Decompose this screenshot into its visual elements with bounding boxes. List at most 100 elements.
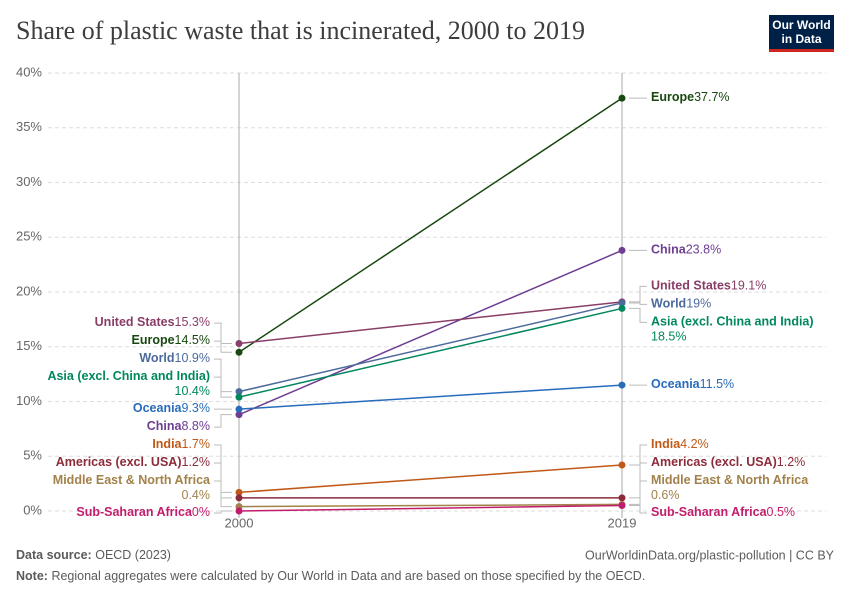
series-name: Asia (excl. China and India) [47, 369, 210, 383]
series-name: United States [651, 279, 731, 293]
series-label: World19% [651, 297, 711, 311]
series-line [238, 301, 623, 345]
label-connector [629, 302, 647, 305]
source-text: OECD (2023) [95, 548, 171, 562]
y-tick-label: 5% [23, 448, 42, 463]
value-label: 0.6% [651, 488, 680, 502]
series-label: India1.7% [152, 437, 210, 451]
label-connector [214, 414, 232, 428]
value-label: 8.8% [182, 419, 211, 433]
label-connector [214, 340, 232, 353]
series-label: Sub-Saharan Africa0% [76, 505, 210, 519]
series-label: Middle East & North Africa [651, 473, 809, 487]
series-label: United States19.1% [651, 279, 766, 293]
label-connector [629, 444, 647, 466]
value-label: 23.8% [686, 243, 721, 257]
y-tick-label: 40% [16, 64, 42, 79]
point [235, 494, 243, 502]
source-label: Data source: [16, 548, 92, 562]
source: Data source: OECD (2023) [16, 548, 171, 562]
series-label: China8.8% [147, 419, 210, 433]
series-name: India [152, 437, 182, 451]
series-name: Americas (excl. USA) [651, 455, 777, 469]
y-tick-label: 25% [16, 229, 42, 244]
label-connector [214, 358, 232, 393]
note-text: Regional aggregates were calculated by O… [51, 569, 645, 583]
value-label: 1.2% [777, 455, 806, 469]
point [618, 461, 626, 469]
series-name: Asia (excl. China and India) [651, 315, 814, 329]
y-tick-label: 15% [16, 338, 42, 353]
series-line [238, 249, 623, 416]
value-label: 19% [686, 297, 711, 311]
value-label: 18.5% [651, 330, 686, 344]
label-connector [214, 322, 232, 344]
point [618, 299, 626, 307]
series-name: Sub-Saharan Africa [76, 505, 193, 519]
series-line [238, 503, 623, 508]
value-label: 19.1% [731, 279, 766, 293]
point [235, 388, 243, 396]
series-label: 0.4% [182, 488, 211, 502]
value-label: 11.5% [700, 377, 735, 391]
point [618, 304, 626, 312]
series-line [238, 464, 623, 494]
value-label: 0.5% [767, 505, 796, 519]
series-line [238, 504, 623, 512]
value-label: 0.4% [182, 488, 211, 502]
value-label: 15.3% [175, 315, 210, 329]
series-label: 18.5% [651, 330, 686, 344]
series-name: Middle East & North Africa [651, 473, 809, 487]
url: OurWorldinData.org/plastic-pollution | C… [585, 548, 835, 562]
series-name: World [651, 297, 686, 311]
series-name: Sub-Saharan Africa [651, 505, 768, 519]
logo-text: Our World [772, 18, 830, 32]
series-name: Middle East & North Africa [53, 473, 211, 487]
value-label: 1.2% [182, 455, 211, 469]
chart-title: Share of plastic waste that is incinerat… [16, 16, 585, 45]
point [235, 488, 243, 496]
series-label: Asia (excl. China and India) [651, 315, 814, 329]
value-label: 10.9% [175, 351, 210, 365]
series-name: World [139, 351, 174, 365]
y-tick-label: 30% [16, 174, 42, 189]
series-label: India4.2% [651, 437, 709, 451]
series-name: China [651, 243, 687, 257]
series-name: Oceania [133, 401, 183, 415]
y-tick-label: 10% [16, 393, 42, 408]
logo-bar [769, 49, 834, 52]
y-tick-label: 0% [23, 502, 42, 517]
value-label: 0% [192, 505, 210, 519]
value-label: 9.3% [182, 401, 211, 415]
series-label: Oceania11.5% [651, 377, 734, 391]
point [618, 381, 626, 389]
label-connector [629, 480, 647, 505]
series-line [238, 307, 623, 398]
series-label: China23.8% [651, 243, 721, 257]
logo-text: in Data [781, 32, 821, 46]
label-connector [214, 480, 232, 508]
series-label: 10.4% [175, 384, 210, 398]
series-label: United States15.3% [95, 315, 210, 329]
series-line [238, 384, 623, 410]
note-label: Note: [16, 569, 48, 583]
point [618, 94, 626, 102]
series-label: Sub-Saharan Africa0.5% [651, 505, 795, 519]
value-label: 14.5% [175, 333, 210, 347]
label-connector [629, 285, 647, 303]
y-tick-label: 20% [16, 283, 42, 298]
label-connector [629, 505, 647, 514]
series-name: Americas (excl. USA) [56, 455, 182, 469]
point [235, 411, 243, 419]
logo-box [769, 15, 834, 52]
x-tick-label: 2000 [225, 515, 254, 530]
series-name: Oceania [651, 377, 701, 391]
label-connector [629, 462, 647, 499]
point [235, 507, 243, 515]
series-label: Europe14.5% [131, 333, 210, 347]
y-tick-label: 35% [16, 119, 42, 134]
label-connector [214, 444, 232, 493]
series-label: World10.9% [139, 351, 210, 365]
series-line [238, 302, 623, 393]
